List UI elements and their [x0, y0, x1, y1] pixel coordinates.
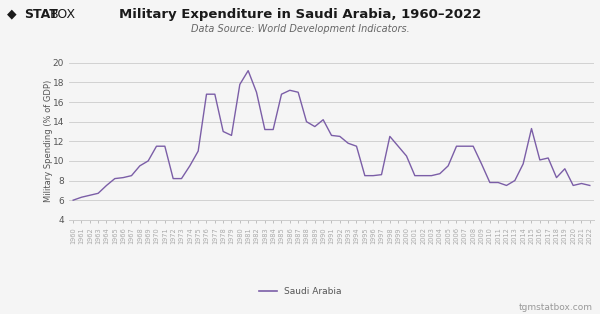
Text: ◆: ◆ — [7, 8, 17, 21]
Text: BOX: BOX — [50, 8, 76, 21]
Text: STAT: STAT — [24, 8, 58, 21]
Text: Military Expenditure in Saudi Arabia, 1960–2022: Military Expenditure in Saudi Arabia, 19… — [119, 8, 481, 21]
Legend: Saudi Arabia: Saudi Arabia — [255, 284, 345, 300]
Text: Data Source: World Development Indicators.: Data Source: World Development Indicator… — [191, 24, 409, 34]
Text: tgmstatbox.com: tgmstatbox.com — [519, 303, 593, 312]
Y-axis label: Military Spending (% of GDP): Military Spending (% of GDP) — [44, 80, 53, 203]
